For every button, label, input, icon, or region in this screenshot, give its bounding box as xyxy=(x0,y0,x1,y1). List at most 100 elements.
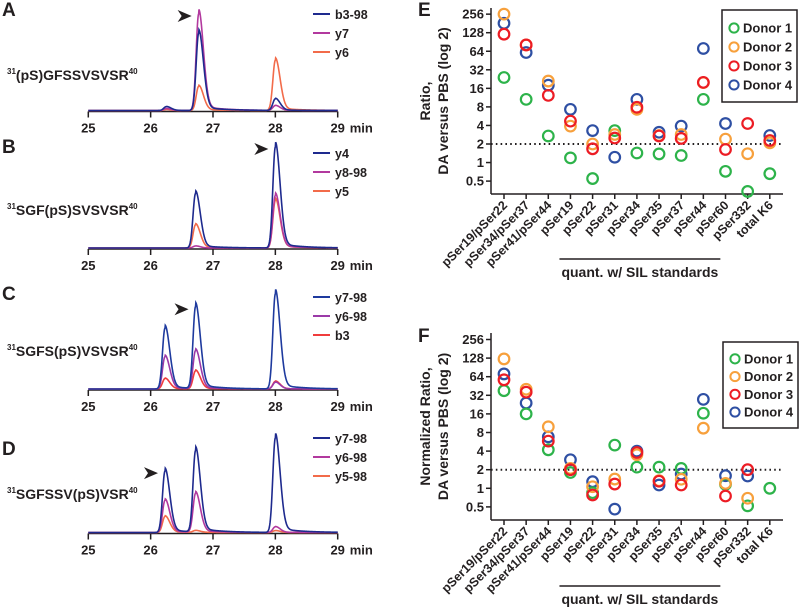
x-tick-label: 25 xyxy=(81,399,95,414)
data-point-donor-4 xyxy=(519,396,533,410)
x-tick-label: 29 xyxy=(330,399,344,414)
y-tick-label: 1 xyxy=(477,481,484,496)
data-point-donor-3 xyxy=(519,385,533,399)
legend-label: y7-98 xyxy=(335,291,367,305)
legend-marker xyxy=(728,60,740,72)
y-tick-label: 16 xyxy=(470,406,484,421)
data-point-donor-1 xyxy=(541,129,555,143)
data-point-donor-3 xyxy=(696,75,710,89)
data-point-donor-3 xyxy=(608,131,622,145)
panel-letter: B xyxy=(2,137,16,158)
data-point-donor-1 xyxy=(763,167,777,181)
y-tick-label: 64 xyxy=(470,44,485,59)
peptide-end-residue: 40 xyxy=(129,486,138,495)
arrowhead-icon xyxy=(174,303,189,316)
x-tick-label: 26 xyxy=(143,258,157,273)
peptide-start-residue: 31 xyxy=(7,486,16,495)
peptide-sequence: (pS)GFSSVSVSR xyxy=(16,67,129,83)
y-tick-label: 0.5 xyxy=(466,174,484,189)
chromatogram-panel-b: B 31SGF(pS)SVSVSR40 25 26 27 28 29 min y4 y8-98 y5 xyxy=(2,137,373,273)
legend-marker xyxy=(728,41,740,53)
data-point-donor-1 xyxy=(586,172,599,185)
y-tick-label: 2 xyxy=(477,137,484,152)
arrowhead-icon xyxy=(254,143,269,155)
data-point-donor-1 xyxy=(541,443,555,457)
data-point-donor-1 xyxy=(630,146,644,160)
chromatogram-panel-a: A 31(pS)GFSSVSVSR40 25 26 27 28 29 min b3-98 y7 y6 xyxy=(2,0,373,136)
trace-y6 xyxy=(88,56,338,112)
legend-marker xyxy=(729,388,741,400)
legend-label: Donor 4 xyxy=(744,405,794,420)
x-tick-label: 29 xyxy=(330,121,344,136)
data-point-donor-2 xyxy=(719,132,732,146)
data-point-donor-4 xyxy=(608,502,622,516)
data-point-donor-3 xyxy=(719,489,732,503)
data-point-donor-1 xyxy=(608,438,622,452)
y-axis-title-line2: DA versus PBS (log 2) xyxy=(435,353,451,500)
x-tick-label: 27 xyxy=(206,543,220,558)
data-point-donor-2 xyxy=(741,491,755,505)
y-tick-label: 16 xyxy=(470,81,484,96)
x-tick-label: 27 xyxy=(206,121,220,136)
data-point-donor-1 xyxy=(652,147,666,161)
data-point-donor-1 xyxy=(719,164,732,178)
data-point-donor-3 xyxy=(608,477,622,491)
data-point-donor-4 xyxy=(652,478,666,492)
legend-box xyxy=(722,341,799,429)
data-point-donor-3 xyxy=(541,434,555,448)
bracket-label: quant. w/ SIL standards xyxy=(561,264,718,280)
x-tick-label: 26 xyxy=(143,543,157,558)
peptide-sequence: SGFS(pS)VSVSR xyxy=(16,343,129,359)
y-tick-label: 2 xyxy=(477,462,484,477)
y-tick-label: 4 xyxy=(477,118,485,133)
arrowhead-icon xyxy=(177,10,192,22)
x-tick-label: 28 xyxy=(268,258,282,273)
peptide-start-residue: 31 xyxy=(7,202,16,211)
data-point-donor-4 xyxy=(586,124,599,137)
trace-y7-98 xyxy=(88,433,338,534)
data-point-donor-2 xyxy=(586,480,599,494)
data-point-donor-3 xyxy=(630,100,644,114)
x-tick-label: 27 xyxy=(206,258,220,273)
legend-label: Donor 1 xyxy=(743,21,792,36)
data-point-donor-1 xyxy=(564,151,577,165)
data-point-donor-3 xyxy=(519,38,533,52)
x-tick-label: 27 xyxy=(206,399,220,414)
peptide-end-residue: 40 xyxy=(129,67,138,76)
legend-label: y7 xyxy=(335,27,349,41)
legend-label: y5 xyxy=(335,185,349,199)
y-axis-title-line1: Ratio, xyxy=(417,82,433,121)
data-point-donor-4 xyxy=(519,46,533,59)
chromatogram-panel-c: C 31SGFS(pS)VSVSR40 25 26 27 28 29 min y7-98 y6-9… xyxy=(2,284,373,414)
data-point-donor-3 xyxy=(652,474,666,488)
data-point-donor-3 xyxy=(564,114,577,128)
data-point-donor-1 xyxy=(519,407,533,421)
data-point-donor-1 xyxy=(696,406,710,420)
data-point-donor-3 xyxy=(763,134,777,147)
data-point-donor-1 xyxy=(497,384,511,398)
legend-label: Donor 4 xyxy=(743,77,793,92)
y-tick-label: 4 xyxy=(477,444,485,459)
data-point-donor-3 xyxy=(541,88,555,102)
data-point-donor-2 xyxy=(741,147,755,161)
x-tick-label: 29 xyxy=(330,543,344,558)
y-axis-title-line1: Normalized Ratio, xyxy=(417,367,433,485)
data-point-donor-3 xyxy=(497,373,511,387)
y-tick-label: 8 xyxy=(477,99,484,114)
data-point-donor-4 xyxy=(696,42,710,55)
legend-label: Donor 2 xyxy=(743,39,792,54)
data-point-donor-1 xyxy=(608,124,622,137)
peptide-label: 31SGFS(pS)VSVSR40 xyxy=(7,343,138,359)
legend-label: Donor 2 xyxy=(744,369,793,384)
x-tick-label: 28 xyxy=(268,543,282,558)
x-tick-label: 28 xyxy=(268,121,282,136)
x-tick-label: 25 xyxy=(81,258,95,273)
legend-label: y4 xyxy=(335,147,349,161)
peptide-sequence: SGF(pS)SVSVSR xyxy=(16,202,129,218)
y-tick-label: 1 xyxy=(477,155,484,170)
data-point-donor-2 xyxy=(674,472,688,486)
y-axis-title-line2: DA versus PBS (log 2) xyxy=(435,27,451,174)
legend-label: y6-98 xyxy=(335,451,367,465)
peptide-end-residue: 40 xyxy=(129,343,138,352)
